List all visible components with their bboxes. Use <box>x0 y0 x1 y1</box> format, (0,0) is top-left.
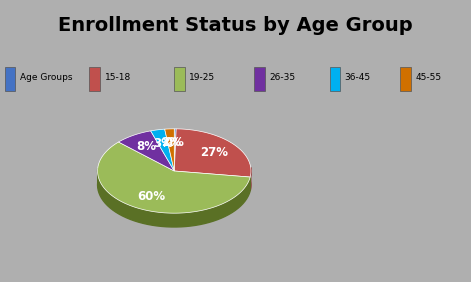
Bar <box>330 67 340 91</box>
Bar <box>400 67 411 91</box>
Text: 26-35: 26-35 <box>269 73 295 82</box>
Polygon shape <box>174 129 251 177</box>
Text: 45-55: 45-55 <box>415 73 441 82</box>
Bar <box>254 67 265 91</box>
Polygon shape <box>97 169 250 227</box>
Text: 3%: 3% <box>153 136 173 149</box>
Polygon shape <box>165 129 174 171</box>
Polygon shape <box>250 168 251 191</box>
Bar <box>89 67 100 91</box>
Text: 15-18: 15-18 <box>105 73 131 82</box>
Text: 2%: 2% <box>161 136 181 149</box>
Text: 60%: 60% <box>138 190 166 203</box>
Polygon shape <box>151 129 174 171</box>
Polygon shape <box>174 129 176 171</box>
Bar <box>5 67 15 91</box>
Text: 8%: 8% <box>137 140 156 153</box>
Text: 27%: 27% <box>200 146 228 159</box>
Polygon shape <box>97 142 250 213</box>
Polygon shape <box>119 131 174 171</box>
Text: 0%: 0% <box>165 136 185 149</box>
Text: 36-45: 36-45 <box>345 73 371 82</box>
Text: Age Groups: Age Groups <box>20 73 72 82</box>
Bar <box>174 67 185 91</box>
Text: 19-25: 19-25 <box>189 73 215 82</box>
Text: Enrollment Status by Age Group: Enrollment Status by Age Group <box>58 16 413 35</box>
